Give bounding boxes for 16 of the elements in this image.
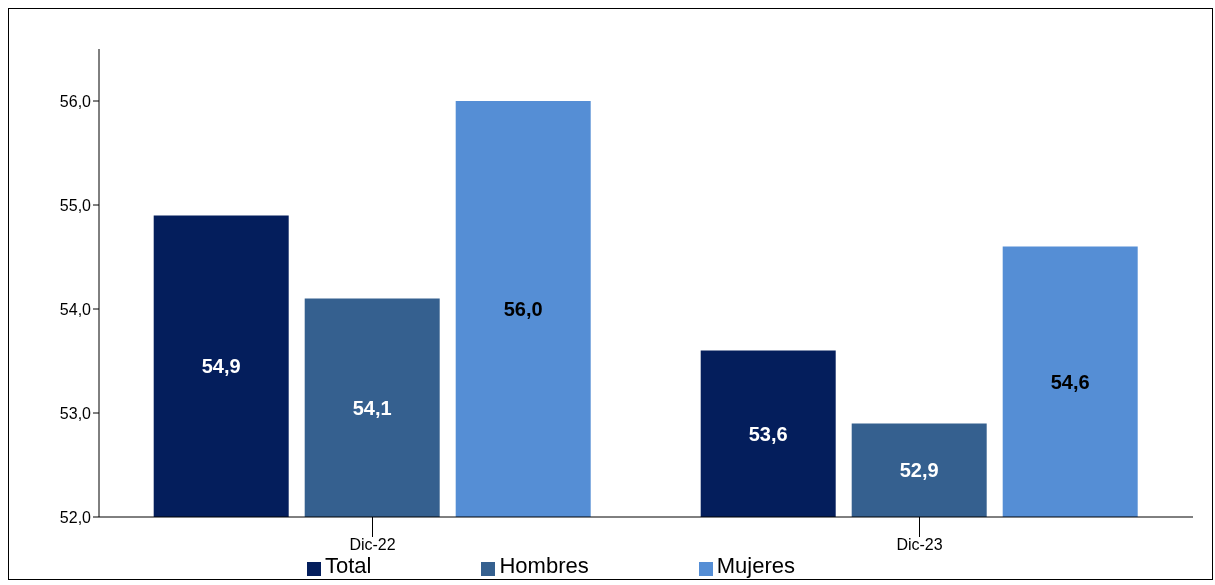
legend-label: Mujeres: [716, 553, 795, 578]
data-label: 56,0: [503, 298, 543, 321]
data-label: 54,1: [352, 396, 392, 419]
y-tick-label: 53,0: [59, 404, 92, 422]
x-tick-label: Dic-23: [896, 536, 943, 554]
data-label: 54,6: [1050, 370, 1090, 393]
data-label: 52,9: [899, 459, 939, 482]
y-tick-label: 54,0: [59, 300, 92, 318]
y-tick-label: 56,0: [59, 92, 92, 110]
x-tick-label: Dic-22: [349, 536, 396, 554]
y-tick-label: 52,0: [59, 508, 92, 526]
legend-label: Total: [325, 553, 372, 578]
data-label: 54,9: [201, 355, 241, 378]
y-tick-label: 55,0: [59, 196, 92, 214]
legend-label: Hombres: [499, 553, 589, 578]
data-label: 53,6: [748, 422, 788, 445]
